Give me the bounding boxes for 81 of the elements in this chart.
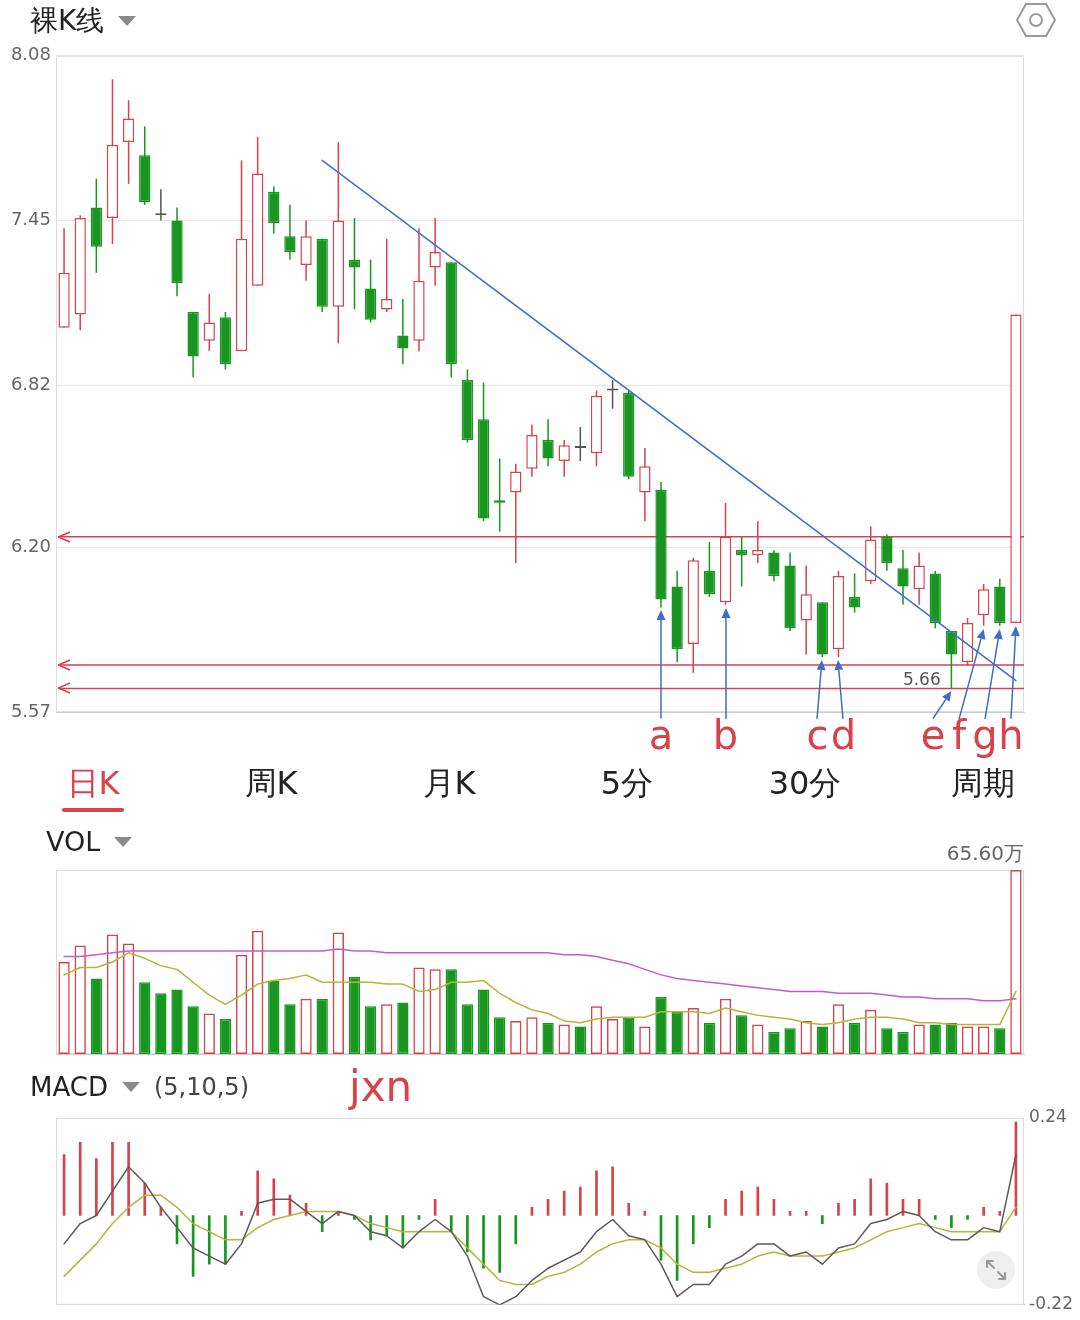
- bar: [240, 1211, 243, 1216]
- candlestick: [736, 536, 748, 588]
- bar: [449, 1215, 453, 1233]
- y-tick-label: 6.20: [10, 534, 51, 556]
- chart-title: MACD: [30, 1071, 108, 1102]
- annotation: h: [998, 712, 1024, 758]
- bar: [804, 1211, 808, 1216]
- candlestick: [913, 551, 925, 606]
- bar: [837, 1202, 840, 1216]
- bar: [595, 1170, 598, 1216]
- text: 日K: [66, 764, 120, 802]
- candlestick: [881, 533, 893, 572]
- candlestick: [284, 204, 296, 261]
- y-tick-label: -0.22: [1029, 1293, 1073, 1314]
- text: 65.60万: [946, 840, 1024, 867]
- y-tick-label: 0.24: [1029, 1106, 1067, 1127]
- y-tick-label: 6.82: [10, 372, 51, 394]
- bar: [127, 1142, 130, 1216]
- bar: [95, 1158, 98, 1216]
- bar: [111, 1142, 114, 1216]
- candlestick: [978, 583, 990, 627]
- candlestick: [122, 99, 135, 185]
- bar: [627, 1202, 631, 1216]
- text: 30分: [768, 764, 842, 802]
- annotation: e: [920, 712, 946, 758]
- bar: [950, 1215, 953, 1228]
- candlestick: [348, 217, 361, 311]
- bar: [966, 1215, 969, 1220]
- bar: [272, 1178, 276, 1216]
- candlestick: [703, 541, 716, 598]
- y-tick-label: 7.45: [10, 208, 51, 230]
- bar: [562, 1190, 566, 1216]
- bar: [853, 1198, 856, 1216]
- annotation: a: [648, 712, 674, 758]
- bar: [78, 1142, 82, 1216]
- annotation: c: [806, 712, 829, 758]
- bar: [933, 1215, 937, 1220]
- bar: [724, 1198, 727, 1216]
- chart-title: 裸K线: [30, 3, 105, 39]
- bar: [143, 1182, 147, 1216]
- annotation: f: [951, 712, 967, 758]
- annotation: d: [830, 712, 857, 758]
- y-tick-label: 5.57: [10, 699, 51, 721]
- bar: [514, 1215, 518, 1245]
- bar: [579, 1186, 582, 1216]
- candlestick: [381, 238, 393, 313]
- candlestick: [848, 572, 861, 614]
- bar: [256, 1170, 259, 1216]
- bar: [207, 1215, 211, 1265]
- candlestick: [639, 447, 651, 522]
- bar: [708, 1215, 711, 1228]
- bar: [998, 1211, 1002, 1216]
- bar: [740, 1190, 743, 1216]
- bar: [466, 1215, 469, 1253]
- bar: [498, 1215, 501, 1273]
- candlestick: [897, 549, 909, 606]
- candlestick: [800, 564, 812, 656]
- annotation: g: [972, 712, 998, 758]
- bar: [821, 1215, 824, 1224]
- text: 5分: [600, 764, 654, 802]
- bar: [611, 1166, 614, 1216]
- text: jxn: [349, 1062, 413, 1111]
- bar: [756, 1186, 760, 1216]
- text: 5.66: [902, 669, 941, 690]
- bar: [982, 1207, 985, 1216]
- bar: [691, 1215, 695, 1245]
- text: 周K: [244, 764, 298, 802]
- candlestick: [768, 549, 780, 583]
- candlestick: [397, 298, 409, 366]
- y-tick-label: 8.08: [10, 43, 51, 65]
- text: 月K: [422, 764, 476, 802]
- text: 周期: [951, 764, 1015, 802]
- chart-subtitle: (5,10,5): [153, 1072, 249, 1101]
- candlestick: [542, 418, 554, 467]
- candlestick: [945, 630, 958, 690]
- bar: [224, 1215, 227, 1265]
- chart-title: VOL: [46, 826, 101, 857]
- bar: [869, 1178, 873, 1216]
- bar: [482, 1215, 485, 1269]
- annotation: b: [712, 712, 739, 758]
- candlestick: [429, 217, 441, 287]
